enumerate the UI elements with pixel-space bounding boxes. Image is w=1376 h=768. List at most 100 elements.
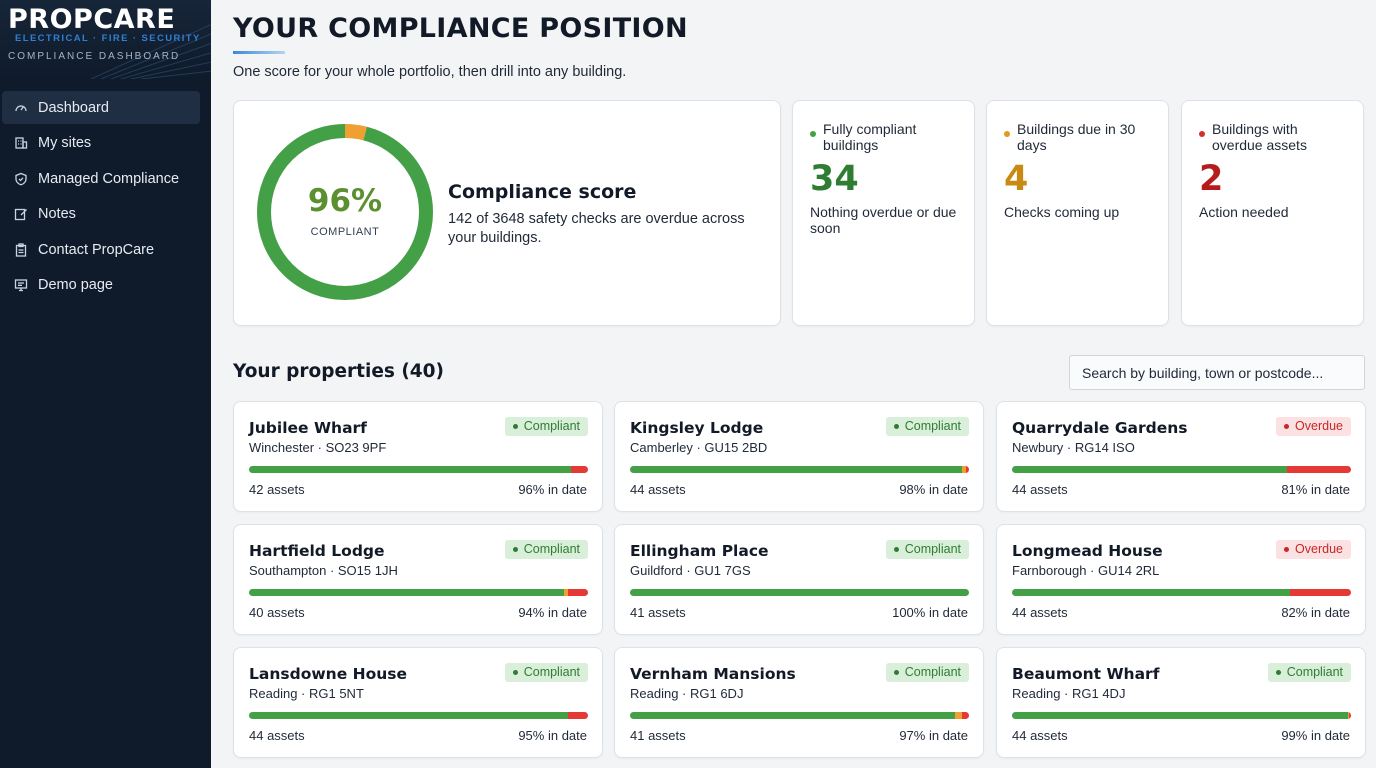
sidebar-item-contact[interactable]: Contact PropCare <box>2 233 200 266</box>
stat-card-fully-compliant: Fully compliant buildings 34 Nothing ove… <box>792 100 975 326</box>
status-dot-icon <box>810 131 816 137</box>
compliance-progress-bar <box>630 466 969 473</box>
score-title: Compliance score <box>448 181 637 203</box>
status-dot-icon <box>1199 131 1205 137</box>
stat-label: Buildings with overdue assets <box>1212 121 1307 153</box>
progress-in-date-segment <box>630 589 969 596</box>
property-card[interactable]: Beaumont Wharf Reading · RG1 4DJ Compliant… <box>996 647 1366 758</box>
brand-logo[interactable]: PROPCARE <box>8 4 176 35</box>
sidebar: PROPCARE ELECTRICAL · FIRE · SECURITY CO… <box>0 0 211 768</box>
brand-decoration <box>91 23 211 79</box>
sidebar-item-notes[interactable]: Notes <box>2 198 200 231</box>
progress-due-segment <box>564 589 568 596</box>
compliance-progress-bar <box>630 589 969 596</box>
property-card[interactable]: Kingsley Lodge Camberley · GU15 2BD Compli… <box>614 401 984 512</box>
shield-icon <box>14 172 28 186</box>
sidebar-item-label: Dashboard <box>38 99 109 116</box>
stat-label: Buildings due in 30 days <box>1017 121 1136 153</box>
properties-heading: Your properties (40) <box>233 361 444 382</box>
stat-note: Checks coming up <box>1004 204 1120 220</box>
edit-icon <box>14 207 28 221</box>
main-content: YOUR COMPLIANCE POSITION One score for y… <box>233 0 1366 768</box>
compliance-progress-bar <box>249 712 588 719</box>
page-subtitle: One score for your whole portfolio, then… <box>233 64 627 80</box>
property-in-date-percent: 82% in date <box>1281 605 1350 620</box>
property-asset-count: 44 assets <box>249 728 305 743</box>
property-name: Ellingham Place <box>630 542 769 560</box>
progress-overdue-segment <box>1349 712 1351 719</box>
progress-overdue-segment <box>1286 466 1351 473</box>
property-card[interactable]: Lansdowne House Reading · RG1 5NT Complian… <box>233 647 603 758</box>
property-in-date-percent: 96% in date <box>518 482 587 497</box>
progress-overdue-segment <box>962 712 969 719</box>
progress-in-date-segment <box>1012 712 1348 719</box>
status-badge: Compliant <box>504 540 588 559</box>
stat-value: 2 <box>1199 159 1224 199</box>
status-badge-label: Overdue <box>1295 542 1343 556</box>
status-dot-icon <box>1284 547 1290 552</box>
stat-note: Action needed <box>1199 204 1289 220</box>
status-dot-icon <box>512 547 518 552</box>
property-asset-count: 42 assets <box>249 482 305 497</box>
property-asset-count: 44 assets <box>1012 605 1068 620</box>
stat-value: 34 <box>810 159 859 199</box>
compliance-donut <box>257 124 433 300</box>
status-badge: Overdue <box>1276 417 1351 436</box>
status-badge: Overdue <box>1276 540 1351 559</box>
brand-tagline: ELECTRICAL · FIRE · SECURITY <box>15 33 201 44</box>
property-in-date-percent: 100% in date <box>892 605 968 620</box>
property-card[interactable]: Jubilee Wharf Winchester · SO23 9PF Compli… <box>233 401 603 512</box>
property-card[interactable]: Vernham Mansions Reading · RG1 6DJ Complia… <box>614 647 984 758</box>
property-search-input[interactable] <box>1069 355 1365 390</box>
sidebar-item-label: Managed Compliance <box>38 170 180 187</box>
status-badge-label: Compliant <box>523 542 580 556</box>
property-card[interactable]: Quarrydale Gardens Newbury · RG14 ISO Over… <box>996 401 1366 512</box>
property-card[interactable]: Hartfield Lodge Southampton · SO15 1JH Com… <box>233 524 603 635</box>
status-badge-label: Compliant <box>523 419 580 433</box>
sidebar-item-label: Demo page <box>38 277 113 294</box>
status-badge: Compliant <box>504 417 588 436</box>
progress-overdue-segment <box>1289 589 1351 596</box>
property-asset-count: 44 assets <box>1012 482 1068 497</box>
progress-in-date-segment <box>1012 466 1287 473</box>
property-in-date-percent: 95% in date <box>518 728 587 743</box>
property-name: Jubilee Wharf <box>249 419 367 437</box>
progress-in-date-segment <box>249 589 565 596</box>
sidebar-item-label: Contact PropCare <box>38 241 155 258</box>
sidebar-item-label: My sites <box>38 135 92 152</box>
progress-due-segment <box>1347 712 1350 719</box>
compliance-progress-bar <box>1012 712 1351 719</box>
gauge-icon <box>14 101 28 115</box>
progress-overdue-segment <box>965 466 969 473</box>
title-underline <box>233 51 285 54</box>
donut-amber-arc <box>257 124 433 300</box>
progress-in-date-segment <box>249 466 572 473</box>
clipboard-icon <box>14 243 28 257</box>
status-dot-icon <box>512 670 518 675</box>
compliance-score-card: 96% COMPLIANT Compliance score 142 of 36… <box>233 100 781 326</box>
property-asset-count: 41 assets <box>630 605 686 620</box>
stat-note: Nothing overdue or due soon <box>810 204 957 236</box>
property-name: Vernham Mansions <box>630 665 796 683</box>
status-badge: Compliant <box>504 663 588 682</box>
property-name: Kingsley Lodge <box>630 419 764 437</box>
progress-due-segment <box>962 466 966 473</box>
stat-value: 4 <box>1004 159 1029 199</box>
property-in-date-percent: 98% in date <box>899 482 968 497</box>
property-asset-count: 40 assets <box>249 605 305 620</box>
property-name: Longmead House <box>1012 542 1163 560</box>
property-location: Newbury · RG14 ISO <box>1012 440 1135 455</box>
property-location: Guildford · GU1 7GS <box>630 563 751 578</box>
sidebar-item-my-sites[interactable]: My sites <box>2 127 200 160</box>
compliance-progress-bar <box>1012 589 1351 596</box>
status-dot-icon <box>512 424 518 429</box>
property-card[interactable]: Ellingham Place Guildford · GU1 7GS Compli… <box>614 524 984 635</box>
sidebar-item-managed-compliance[interactable]: Managed Compliance <box>2 162 200 195</box>
status-badge: Compliant <box>885 540 969 559</box>
property-card[interactable]: Longmead House Farnborough · GU14 2RL Over… <box>996 524 1366 635</box>
score-status: COMPLIANT <box>310 226 380 238</box>
sidebar-item-dashboard[interactable]: Dashboard <box>2 91 200 124</box>
sidebar-item-demo[interactable]: Demo page <box>2 269 200 302</box>
stat-card-overdue: Buildings with overdue assets 2 Action n… <box>1181 100 1364 326</box>
compliance-progress-bar <box>249 466 588 473</box>
